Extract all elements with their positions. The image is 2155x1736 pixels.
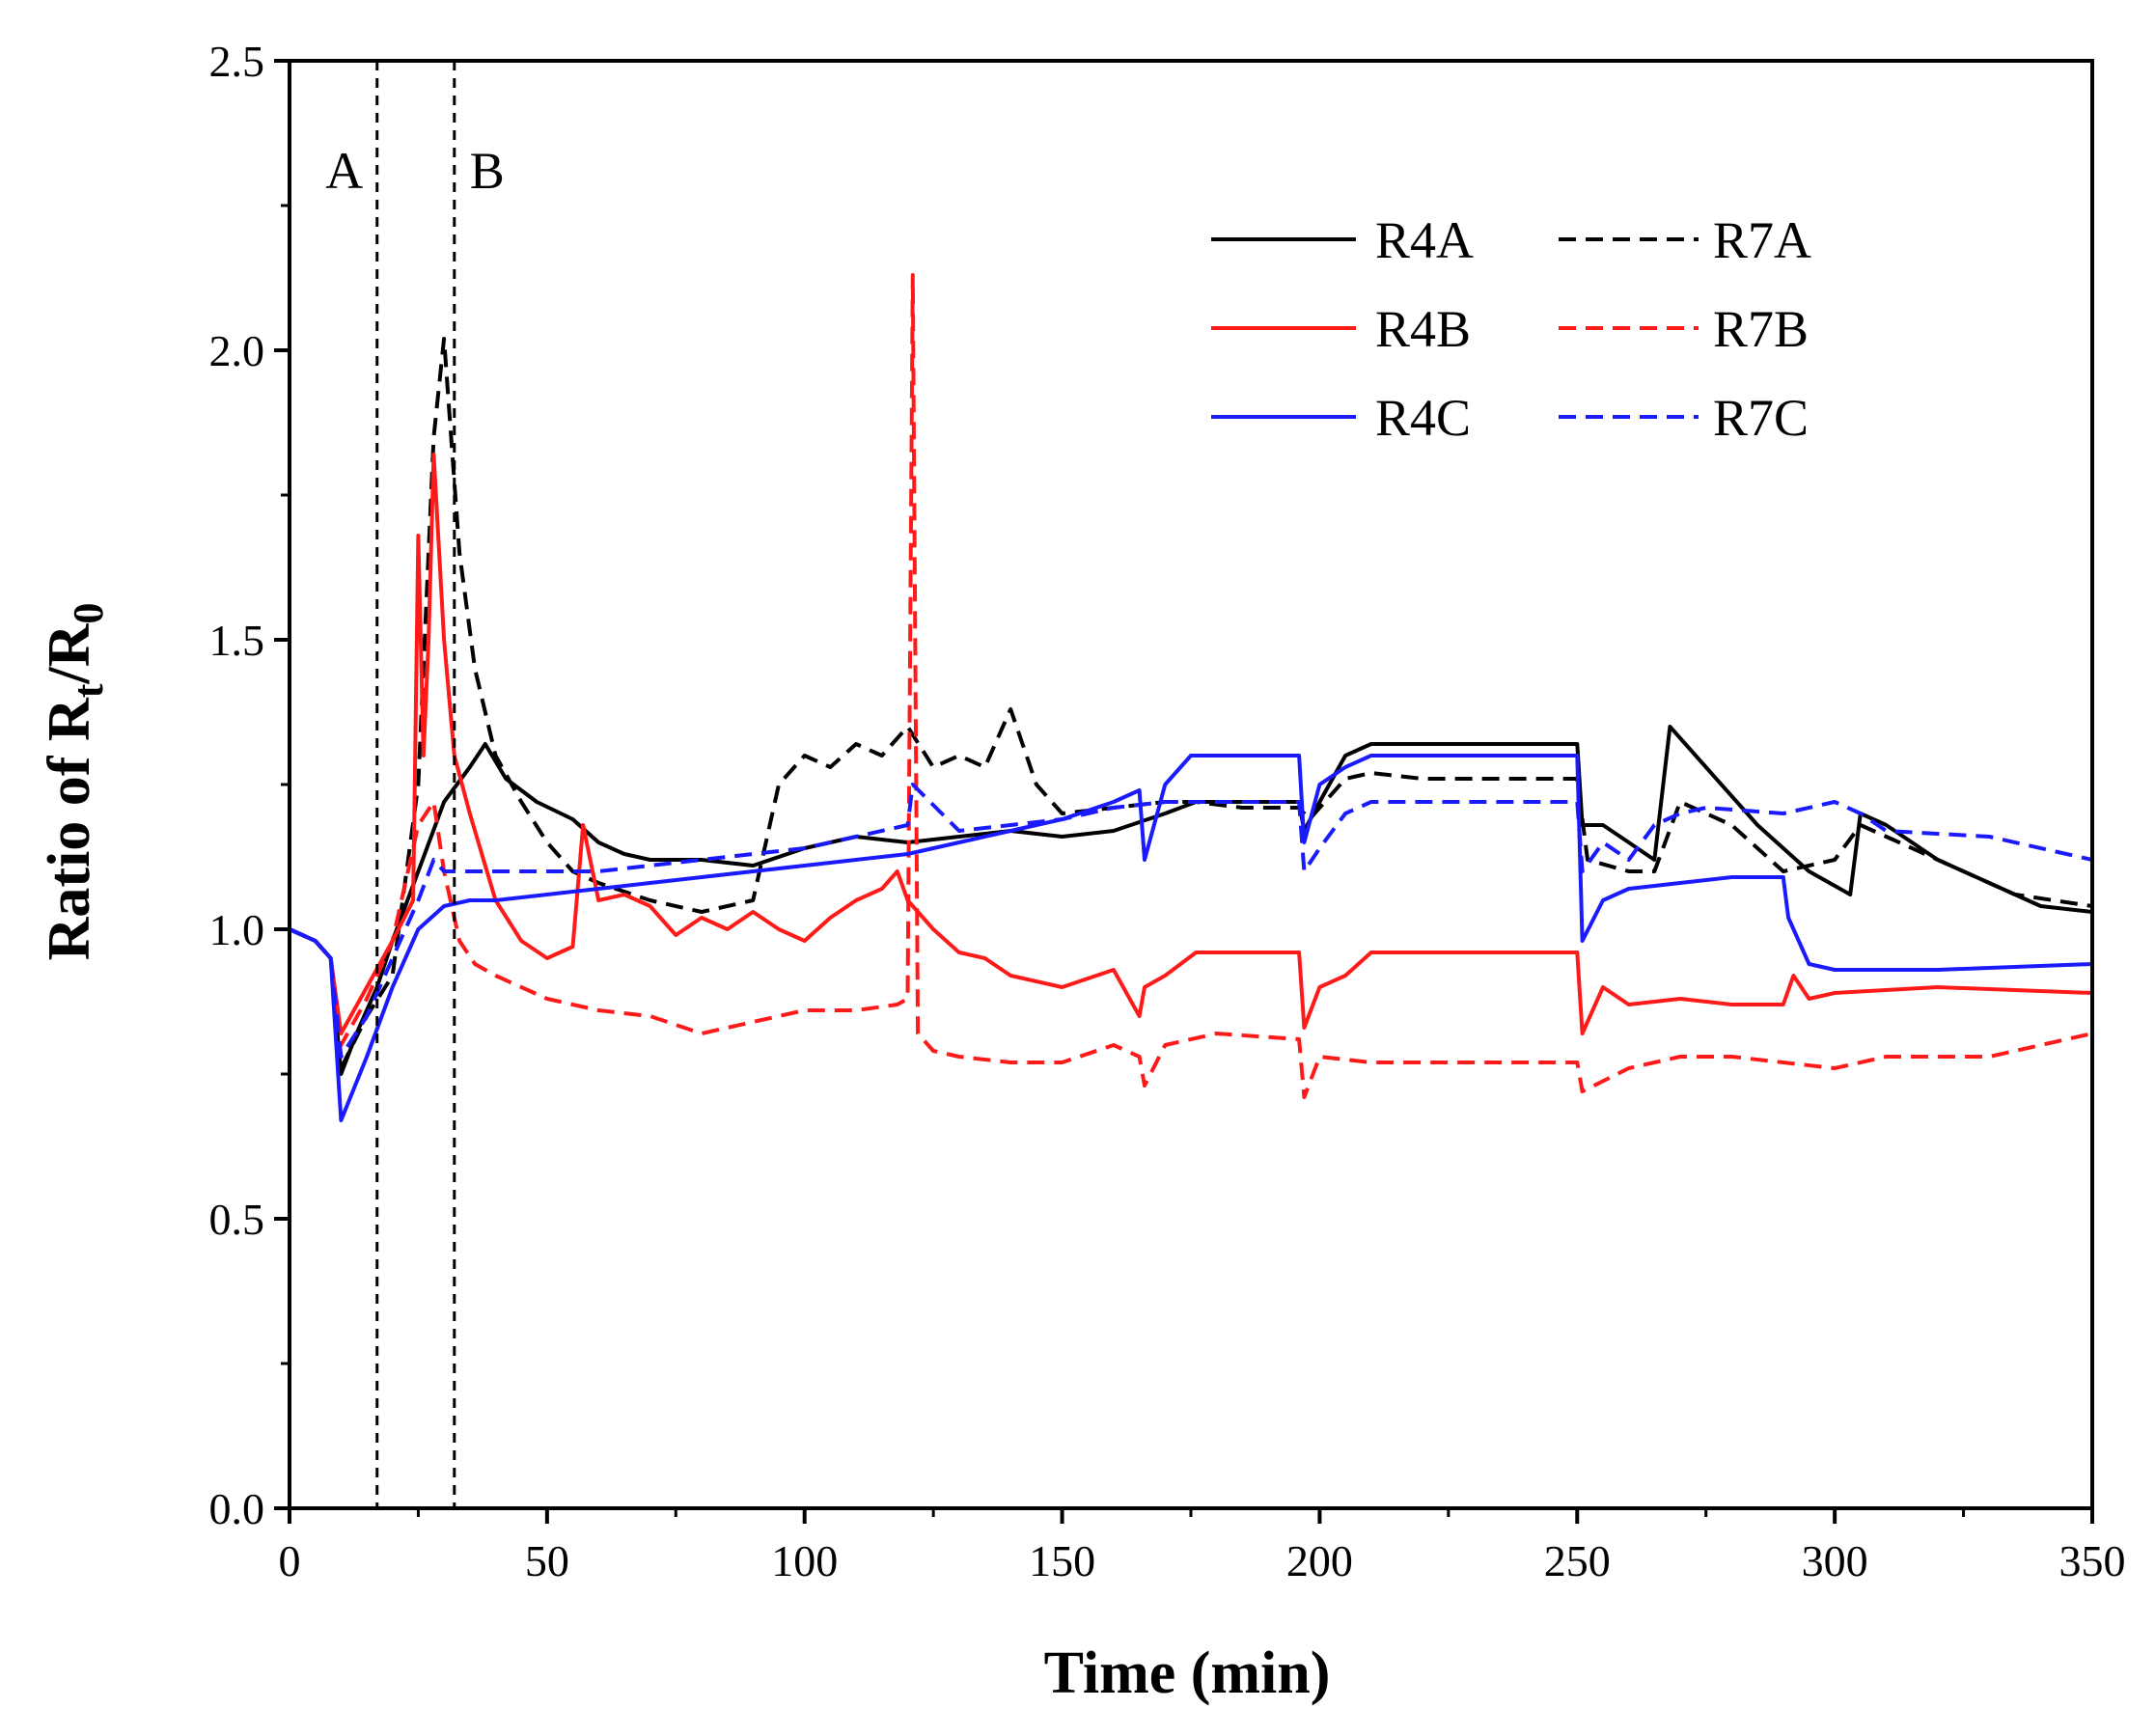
- y-axis-title-sub2: 0: [65, 603, 112, 624]
- series-line-r4a: [290, 725, 2092, 1076]
- marker-label-a: A: [325, 142, 363, 200]
- legend: R4A R4B R4C R7A R7B R7C: [1211, 211, 1811, 447]
- series-line-r7a: [290, 337, 2092, 1070]
- legend-label-r7b: R7B: [1713, 300, 1809, 358]
- y-tick-label: 2.0: [209, 326, 265, 375]
- series-line-r7c: [290, 783, 2092, 1059]
- x-tick-label: 250: [1544, 1536, 1611, 1585]
- x-tick-label: 200: [1286, 1536, 1353, 1585]
- x-tick-label: 100: [771, 1536, 838, 1585]
- series-line-r7b: [290, 273, 2092, 1099]
- x-tick-label: 0: [279, 1536, 301, 1585]
- y-axis-title: Ratio of Rt/R0: [37, 603, 112, 961]
- x-axis-title: Time (min): [1044, 1640, 1331, 1706]
- legend-label-r4b: R4B: [1375, 300, 1471, 358]
- legend-label-r4a: R4A: [1375, 211, 1474, 269]
- legend-label-r7a: R7A: [1713, 211, 1811, 269]
- legend-label-r4c: R4C: [1375, 389, 1471, 447]
- series-layer: [290, 273, 2092, 1122]
- x-tick-label: 350: [2059, 1536, 2126, 1585]
- y-tick-label: 0.5: [209, 1195, 265, 1244]
- y-axis-title-mid: /R: [37, 622, 102, 684]
- x-tick-label: 150: [1029, 1536, 1095, 1585]
- marker-label-b: B: [470, 142, 505, 200]
- x-tick-label: 50: [525, 1536, 569, 1585]
- y-axis-title-sub1: t: [65, 683, 112, 698]
- y-tick-label: 0.0: [209, 1484, 265, 1533]
- legend-label-r7c: R7C: [1713, 389, 1809, 447]
- x-tick-label: 300: [1802, 1536, 1868, 1585]
- y-tick-label: 1.5: [209, 616, 265, 665]
- axes-layer: 0 50 100 150 200 250 300 350 0.0 0.5 1.0 1.5 2.0 2.5: [209, 37, 2126, 1585]
- series-line-r4c: [290, 754, 2092, 1122]
- y-tick-label: 2.5: [209, 37, 265, 86]
- series-line-r4b: [290, 453, 2092, 1035]
- y-axis-title-prefix: Ratio of R: [37, 697, 102, 960]
- plot-frame: [288, 59, 2094, 1510]
- y-tick-label: 1.0: [209, 905, 265, 954]
